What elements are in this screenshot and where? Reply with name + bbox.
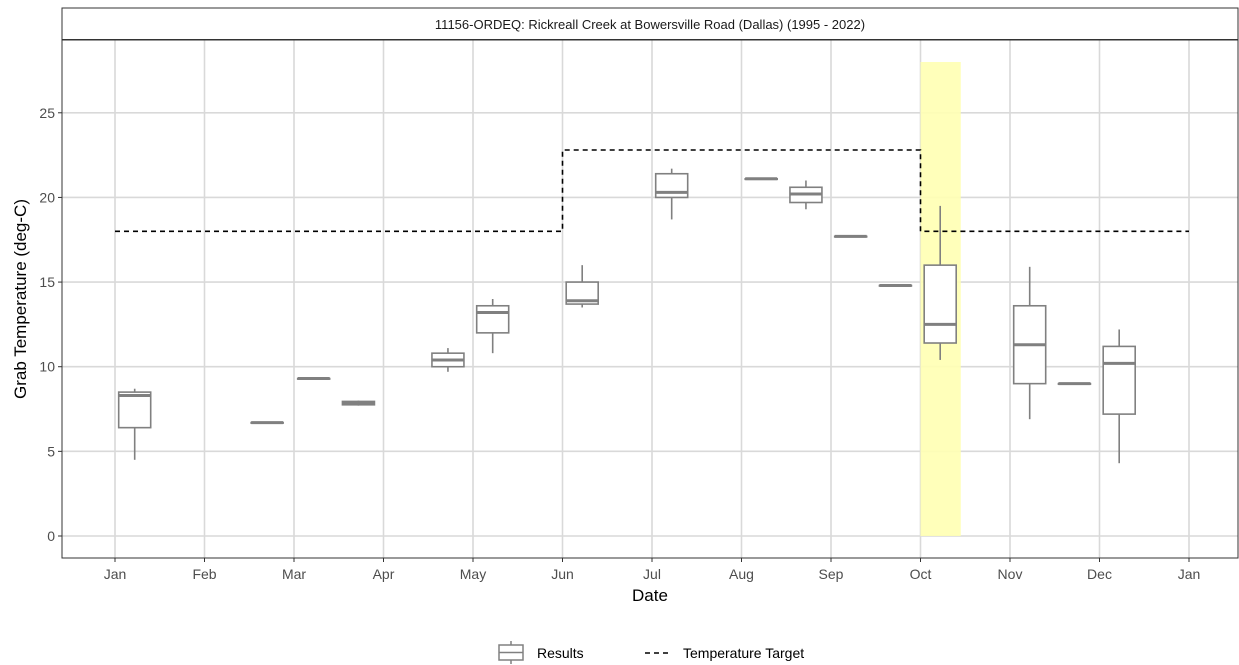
x-tick-label: Jun (551, 566, 574, 582)
box-plot (1102, 329, 1136, 464)
box-iqr (475, 304, 510, 334)
grid-lines (62, 40, 1238, 558)
plot-panel (62, 40, 1238, 558)
box-plot (117, 388, 152, 460)
temperature-target-line (115, 149, 1189, 233)
strip-background (61, 7, 1239, 41)
box-plot (654, 168, 689, 220)
chart-title: 11156-ORDEQ: Rickreall Creek at Bowersvi… (435, 17, 865, 32)
box-iqr (923, 264, 957, 344)
box-plot (833, 234, 868, 238)
x-tick-label: Aug (729, 566, 754, 582)
x-tick-label: Sep (819, 566, 844, 582)
plot-panel-border (61, 39, 1239, 559)
x-tick-label: Nov (998, 566, 1023, 582)
y-tick-label: 15 (39, 274, 55, 290)
box-plot (923, 205, 957, 360)
x-tick-label: Oct (910, 566, 932, 582)
box-plot (789, 180, 823, 210)
facet-strip: 11156-ORDEQ: Rickreall Creek at Bowersvi… (61, 7, 1239, 41)
y-axis-title: Grab Temperature (deg-C) (11, 199, 30, 399)
x-tick-label: Feb (192, 566, 216, 582)
y-tick-label: 5 (47, 443, 55, 459)
box-plot (250, 421, 284, 425)
x-tick-label: Mar (282, 566, 306, 582)
y-tick-label: 25 (39, 105, 55, 121)
y-tick-label: 20 (39, 189, 55, 205)
box-plot (565, 265, 599, 308)
box-plot (878, 283, 913, 287)
box-iqr (1102, 345, 1136, 415)
box-iqr (654, 172, 689, 199)
y-axis: 0 5 10 15 20 25 (39, 105, 62, 544)
box-plot (475, 299, 510, 354)
x-tick-label: Jan (104, 566, 127, 582)
x-axis-title: Date (632, 586, 668, 605)
box-plot (744, 177, 778, 181)
box-iqr (117, 391, 152, 429)
box-plot (1057, 382, 1092, 386)
temperature-target-series (115, 149, 1189, 233)
legend-label-results: Results (537, 645, 584, 661)
box-plot (1012, 266, 1047, 420)
y-tick-label: 10 (39, 359, 55, 375)
box-plot (431, 348, 465, 372)
legend-key-results (498, 641, 524, 664)
legend: Results Temperature Target (498, 641, 804, 664)
legend-label-temperature-target: Temperature Target (683, 645, 804, 661)
x-tick-label: Jan (1178, 566, 1201, 582)
box-plot (296, 377, 331, 381)
x-tick-label: Dec (1087, 566, 1112, 582)
x-tick-label: Apr (373, 566, 395, 582)
x-axis: Jan Feb Mar Apr May Jun Jul Aug Sep Oct Nov Dec Jan (104, 558, 1201, 582)
box-plot (341, 400, 376, 406)
x-tick-label: May (460, 566, 486, 582)
x-tick-label: Jul (643, 566, 661, 582)
y-tick-label: 0 (47, 528, 55, 544)
box-iqr (565, 281, 599, 305)
results-series (117, 168, 1136, 464)
